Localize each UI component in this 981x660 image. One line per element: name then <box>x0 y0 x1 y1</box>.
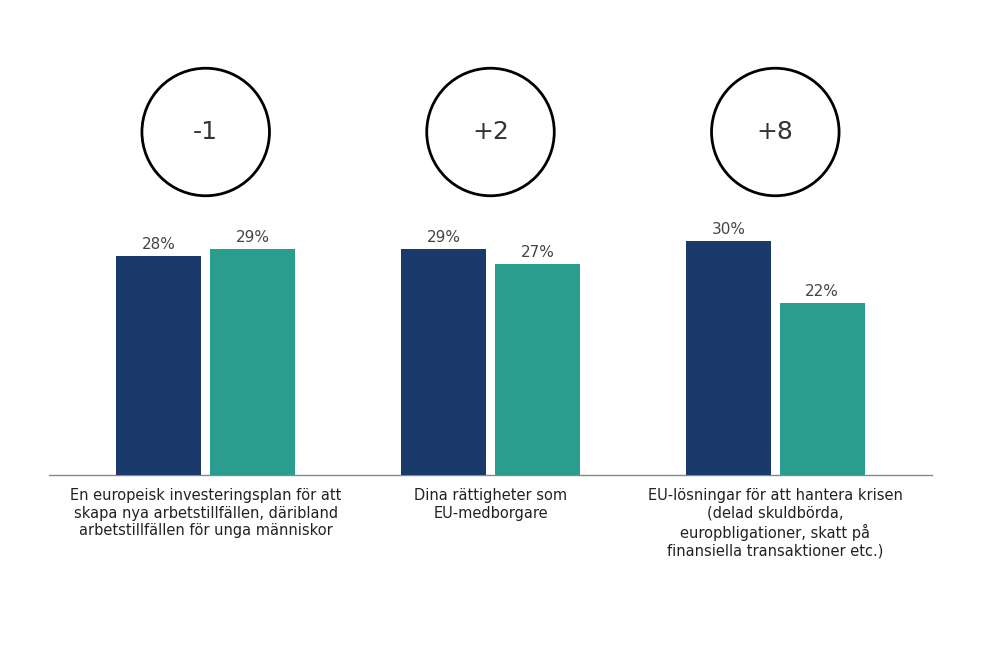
Bar <box>686 241 771 475</box>
Bar <box>116 256 201 475</box>
Text: 30%: 30% <box>711 222 746 237</box>
Text: 29%: 29% <box>427 230 460 245</box>
Text: EU-lösningar för att hantera krisen
(delad skuldbörda,
europbligationer, skatt p: EU-lösningar för att hantera krisen (del… <box>647 488 903 558</box>
Bar <box>210 249 295 475</box>
Text: En europeisk investeringsplan för att
skapa nya arbetstillfällen, däribland
arbe: En europeisk investeringsplan för att sk… <box>70 488 341 538</box>
Text: 27%: 27% <box>521 246 554 260</box>
Bar <box>780 303 865 475</box>
Text: -1: -1 <box>193 120 218 144</box>
Text: +8: +8 <box>757 120 794 144</box>
Bar <box>494 264 580 475</box>
Text: 22%: 22% <box>805 284 839 300</box>
Text: 29%: 29% <box>235 230 270 245</box>
Text: 28%: 28% <box>142 238 176 253</box>
Text: Dina rättigheter som
EU-medborgare: Dina rättigheter som EU-medborgare <box>414 488 567 521</box>
Legend: EUROOMRÅDET, EJ EUROOMRÅDET: EUROOMRÅDET, EJ EUROOMRÅDET <box>311 0 670 2</box>
Bar <box>401 249 487 475</box>
Text: +2: +2 <box>472 120 509 144</box>
